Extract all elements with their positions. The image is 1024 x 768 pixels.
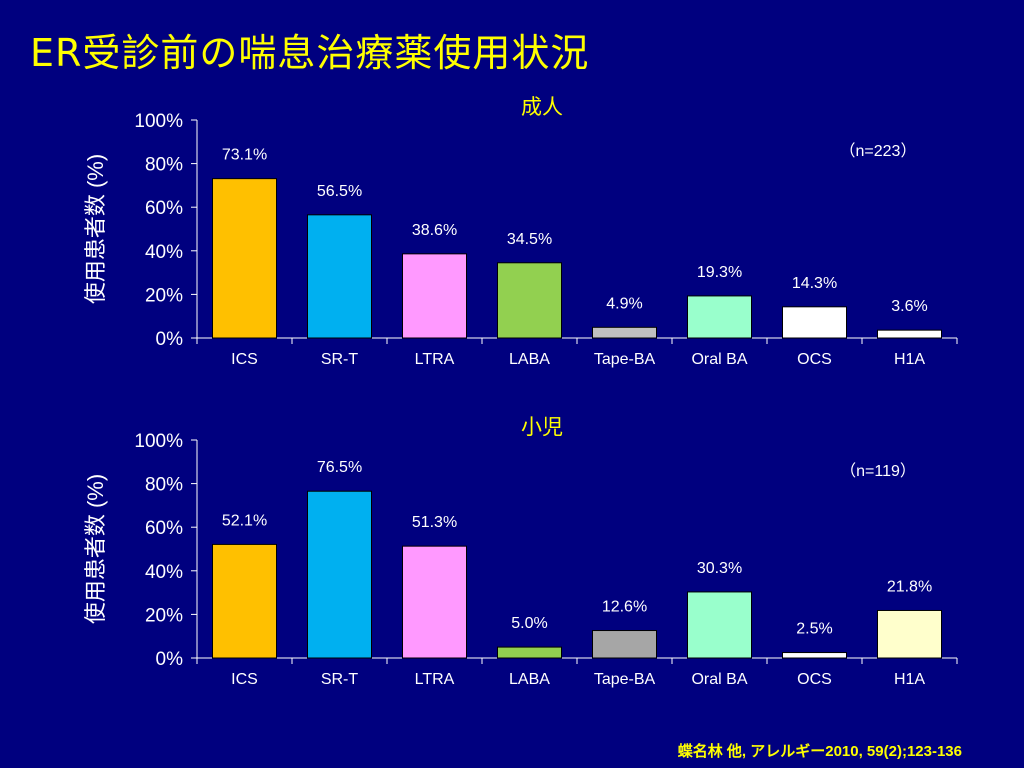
x-category-label: SR-T	[321, 671, 359, 688]
y-tick-label: 40%	[145, 242, 183, 263]
bar-value-label: 52.1%	[222, 512, 267, 529]
x-category-label: H1A	[894, 671, 925, 688]
y-tick-label: 80%	[145, 155, 183, 176]
bar-h1a	[877, 329, 942, 339]
x-category-label: Oral BA	[691, 351, 747, 368]
bar-value-label: 73.1%	[222, 147, 267, 164]
bar-value-label: 21.8%	[887, 578, 932, 595]
adult-chart: 成人 （n=223） 使用患者数 (%) 0% 20% 40% 60% 80% 100% 73.1…	[83, 96, 958, 368]
y-tick-label: 60%	[145, 518, 183, 539]
bar-tape-ba	[592, 630, 657, 659]
y-tick-label: 0%	[156, 649, 184, 670]
bar-ltra	[402, 545, 467, 659]
bar-oral-ba	[687, 295, 752, 339]
bar-value-label: 30.3%	[697, 560, 742, 577]
x-category-label: ICS	[231, 351, 258, 368]
bar-laba	[497, 646, 562, 659]
bar-value-label: 2.5%	[796, 621, 832, 638]
y-tick-label: 20%	[145, 605, 183, 626]
y-tick-label: 20%	[145, 285, 183, 306]
bar-value-label: 34.5%	[507, 231, 552, 248]
y-tick-label: 60%	[145, 198, 183, 219]
bar-h1a	[877, 609, 942, 659]
y-tick-label: 40%	[145, 562, 183, 583]
bar-laba	[497, 262, 562, 339]
bar-value-label: 3.6%	[891, 298, 927, 315]
bar-tape-ba	[592, 326, 657, 339]
bar-value-label: 76.5%	[317, 459, 362, 476]
bar-value-label: 14.3%	[792, 275, 837, 292]
child-chart: 小児 （n=119） 使用患者数 (%) 0% 20% 40% 60% 80% 100% 52.1…	[83, 416, 958, 688]
y-axis-label: 使用患者数 (%)	[83, 474, 108, 624]
bar-oral-ba	[687, 591, 752, 659]
x-category-label: LABA	[509, 351, 550, 368]
bar-ics	[212, 178, 277, 339]
x-category-label: ICS	[231, 671, 258, 688]
x-category-label: LTRA	[415, 671, 455, 688]
bar-ocs	[782, 652, 847, 659]
x-category-label: OCS	[797, 351, 832, 368]
sample-size-annotation: （n=223）	[840, 142, 917, 160]
panel-title: 小児	[521, 416, 563, 439]
bar-value-label: 5.0%	[511, 615, 547, 632]
y-tick-label: 100%	[134, 431, 183, 452]
citation: 蝶名林 他, アレルギー2010, 59(2);123-136	[677, 743, 962, 760]
y-tick-label: 80%	[145, 475, 183, 496]
x-category-label: Tape-BA	[594, 671, 656, 688]
y-axis-label: 使用患者数 (%)	[83, 154, 108, 304]
x-category-label: LABA	[509, 671, 550, 688]
x-category-label: SR-T	[321, 351, 359, 368]
panel-title: 成人	[521, 96, 563, 119]
x-category-label: OCS	[797, 671, 832, 688]
x-category-label: Oral BA	[691, 671, 747, 688]
y-tick-label: 100%	[134, 111, 183, 132]
y-tick-label: 0%	[156, 329, 184, 350]
bar-value-label: 12.6%	[602, 599, 647, 616]
x-category-label: H1A	[894, 351, 925, 368]
x-category-label: LTRA	[415, 351, 455, 368]
bar-value-label: 51.3%	[412, 514, 457, 531]
bar-sr-t	[307, 214, 372, 339]
slide-title: ER受診前の喘息治療薬使用状況	[30, 31, 590, 75]
bar-value-label: 4.9%	[606, 295, 642, 312]
bar-sr-t	[307, 490, 372, 659]
bar-ics	[212, 543, 277, 659]
bar-value-label: 56.5%	[317, 183, 362, 200]
bar-ltra	[402, 253, 467, 339]
sample-size-annotation: （n=119）	[840, 462, 916, 480]
x-category-label: Tape-BA	[594, 351, 656, 368]
bar-value-label: 19.3%	[697, 264, 742, 281]
bar-value-label: 38.6%	[412, 222, 457, 239]
bar-ocs	[782, 306, 847, 339]
